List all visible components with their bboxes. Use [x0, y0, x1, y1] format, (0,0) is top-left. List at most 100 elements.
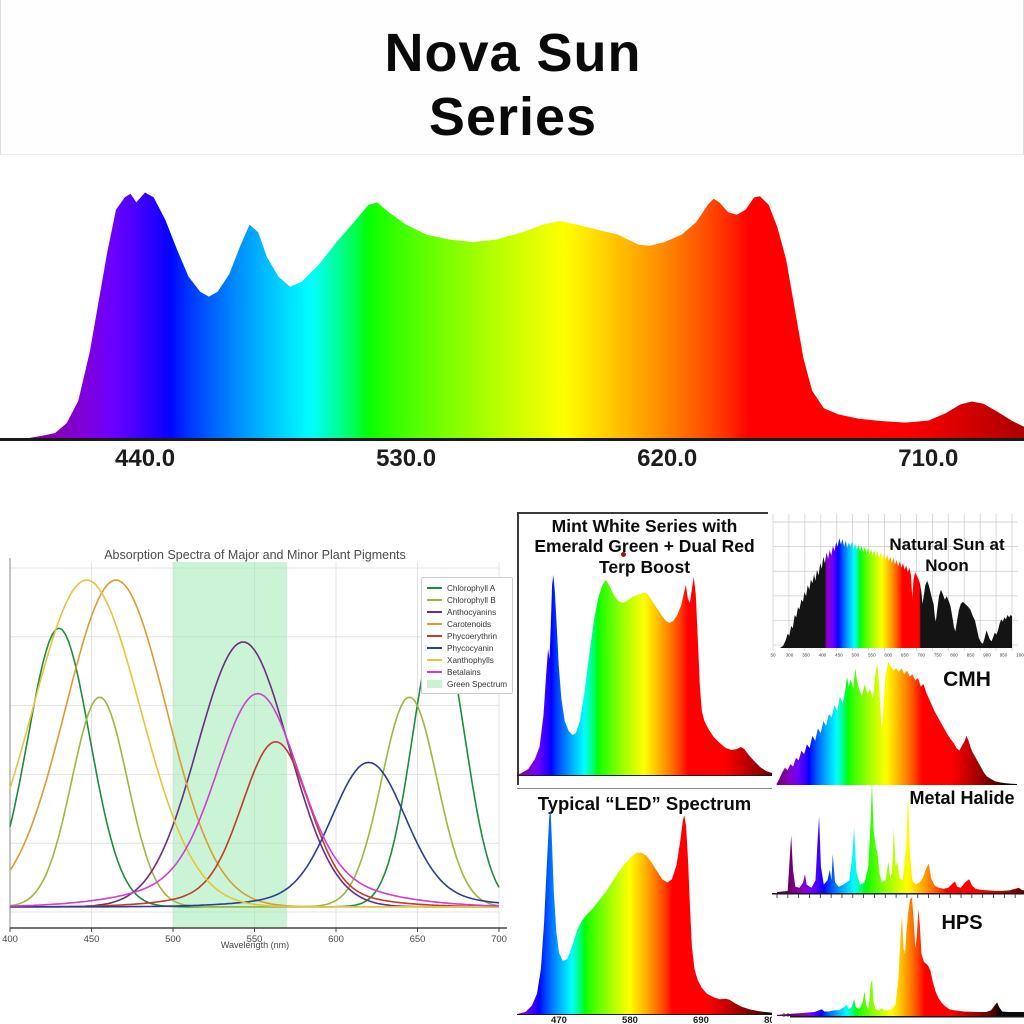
- tick-label: 450: [84, 934, 100, 945]
- legend-swatch: [427, 635, 442, 637]
- legend-label: Green Spectrum: [447, 679, 508, 689]
- metal-halide-panel: Metal Halide: [772, 782, 1024, 900]
- tick-label: 550: [868, 653, 876, 658]
- pigment-x-axis-label: Wavelength (nm): [220, 940, 290, 950]
- legend-swatch: [427, 680, 442, 688]
- led-spectrum-title: Typical “LED” Spectrum: [537, 793, 752, 814]
- tick-label: 500: [165, 934, 181, 945]
- tick-label: 850: [967, 653, 975, 658]
- cmh-spectrum-chart: [776, 662, 1017, 785]
- y-axis-label: 0.0: [783, 1013, 790, 1019]
- pigment-curve-xanthophylls: [9, 579, 499, 908]
- tick-label: 900: [983, 653, 991, 658]
- legend-label: Phycoerythrin: [447, 631, 498, 641]
- led-spectrum-panel: Typical “LED” Spectrum 470 580 690 800: [517, 788, 772, 1024]
- tick-label: 50: [770, 653, 776, 658]
- tick-label: 550: [247, 934, 263, 945]
- tick-label: 500: [851, 653, 859, 658]
- tick-label: 690: [693, 1015, 709, 1024]
- legend-label: Chlorophyll B: [447, 595, 496, 605]
- cmh-spectrum-area: [776, 662, 1017, 785]
- mint-spectrum-area: [517, 575, 772, 775]
- tick-label: 600: [884, 653, 892, 658]
- panel-border: [517, 788, 772, 789]
- legend-swatch: [427, 611, 442, 613]
- tick-label: 650: [901, 653, 909, 658]
- legend-swatch: [427, 659, 442, 661]
- tick-label: 300: [786, 653, 794, 658]
- page-title-line2: Series: [428, 87, 598, 147]
- hps-spectrum-area: [777, 897, 1024, 1016]
- tick-label: 530.0: [376, 445, 436, 472]
- legend-swatch: [427, 623, 442, 625]
- natural-sun-panel: 50 300 350 400 450 500 550 600 650 700 750 800 850 90…: [770, 510, 1024, 660]
- tick-label: 350: [802, 653, 810, 658]
- header: Nova Sun Series: [0, 0, 1024, 155]
- legend-label: Betalains: [447, 667, 481, 677]
- pigment-chart-title: Absorption Spectra of Major and Minor Pl…: [104, 548, 406, 562]
- natural-sun-title: Natural Sun at Noon: [889, 535, 1005, 576]
- legend-item: Phycoerythrin: [427, 630, 508, 642]
- tick-label: 600: [328, 934, 344, 945]
- hps-title: HPS: [941, 912, 983, 934]
- hps-panel: 0.0 HPS: [772, 897, 1024, 1024]
- pigment-legend: Chlorophyll A Chlorophyll B Anthocyanins Ca…: [421, 577, 513, 694]
- natural-sun-chart: 50 300 350 400 450 500 550 600 650 700 750 800 850 90…: [770, 514, 1024, 658]
- legend-label: Anthocyanins: [447, 607, 497, 617]
- hps-spectrum-chart: 0.0: [777, 897, 1024, 1019]
- main-spectrum-panel: 440.0 530.0 620.0 710.0: [0, 155, 1024, 500]
- tick-label: 400: [2, 934, 18, 945]
- tick-label: 100: [1016, 653, 1024, 658]
- legend-swatch: [427, 647, 442, 649]
- legend-label: Chlorophyll A: [447, 583, 496, 593]
- tick-label: 800: [764, 1015, 772, 1024]
- mint-white-spectrum-chart: [517, 575, 773, 776]
- red-dot-mark: [621, 552, 626, 557]
- tick-label: 750: [934, 653, 942, 658]
- legend-label: Carotenoids: [447, 619, 492, 629]
- pigment-curve-chlorophyll-b: [9, 696, 500, 908]
- led-spectrum-area: [517, 810, 772, 1014]
- tick-label: 800: [950, 653, 958, 658]
- panel-border: [517, 512, 519, 785]
- legend-swatch: [427, 671, 442, 673]
- legend-item: Carotenoids: [427, 618, 508, 630]
- main-spectrum-area: [29, 192, 1024, 438]
- tick-label: 710.0: [898, 445, 958, 472]
- legend-label: Phycocyanin: [447, 643, 494, 653]
- pigment-absorption-panel: 400 450 500 550 600 650 700 Absorption Spectra…: [0, 540, 515, 1024]
- pigment-curve-phycocyanin: [10, 761, 500, 908]
- tick-label: 650: [410, 934, 426, 945]
- metal-halide-title: Metal Halide: [909, 788, 1015, 808]
- main-spectrum-chart: 440.0 530.0 620.0 710.0: [0, 192, 1024, 472]
- tick-label: 440.0: [115, 445, 175, 472]
- tick-label: 700: [917, 653, 925, 658]
- legend-item: Chlorophyll B: [427, 594, 508, 606]
- mint-white-panel: Mint White Series with Emerald Green + D…: [517, 505, 773, 785]
- tick-label: 700: [491, 934, 507, 945]
- legend-item: Chlorophyll A: [427, 582, 508, 594]
- led-spectrum-chart: 470 580 690 800: [517, 810, 772, 1024]
- legend-item: Xanthophylls: [427, 654, 508, 666]
- tick-label: 450: [835, 653, 843, 658]
- tick-label: 580: [622, 1015, 638, 1024]
- page-title-line1: Nova Sun: [384, 23, 642, 83]
- tick-label: 400: [819, 653, 827, 658]
- pigment-absorption-chart: 400 450 500 550 600 650 700: [2, 558, 507, 945]
- legend-swatch: [427, 587, 442, 589]
- legend-label: Xanthophylls: [447, 655, 494, 665]
- tick-label: 470: [551, 1015, 567, 1024]
- cmh-panel: CMH: [772, 660, 1024, 788]
- legend-swatch: [427, 599, 442, 601]
- legend-item: Green Spectrum: [427, 678, 508, 690]
- tick-label: 620.0: [637, 445, 697, 472]
- metal-halide-spectrum-chart: [772, 782, 1024, 898]
- legend-item: Betalains: [427, 666, 508, 678]
- cmh-title: CMH: [943, 668, 991, 691]
- sun-spectrum-area: [780, 538, 1012, 648]
- legend-item: Phycocyanin: [427, 642, 508, 654]
- panel-border: [517, 512, 768, 514]
- legend-item: Anthocyanins: [427, 606, 508, 618]
- pigment-curve-betalains: [9, 692, 500, 907]
